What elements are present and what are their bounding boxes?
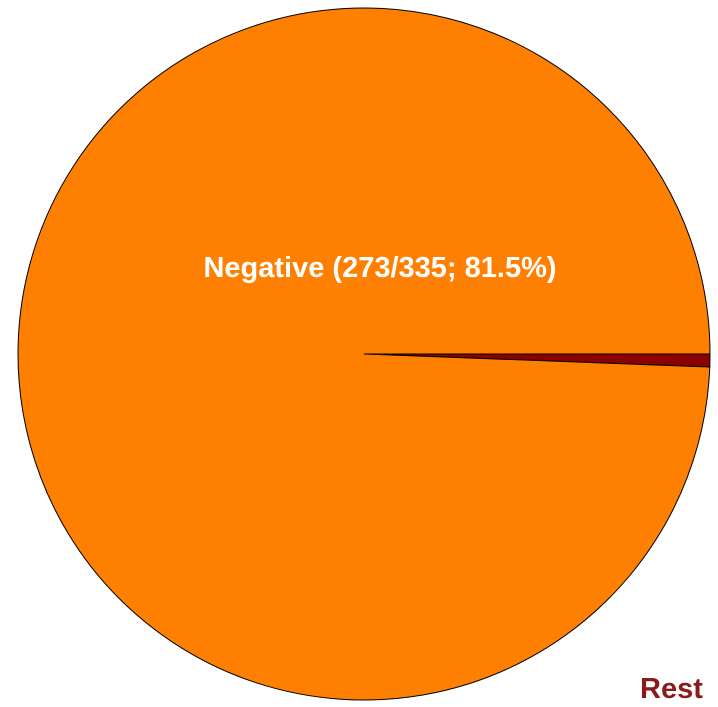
pie-slices — [17, 7, 711, 701]
slice-label-rest: Rest — [640, 673, 703, 705]
slice-label-negative: Negative (273/335; 81.5%) — [203, 252, 556, 284]
pie-labels: Negative (273/335; 81.5%) Rest — [203, 252, 703, 705]
pie-slice-negative — [17, 7, 711, 701]
